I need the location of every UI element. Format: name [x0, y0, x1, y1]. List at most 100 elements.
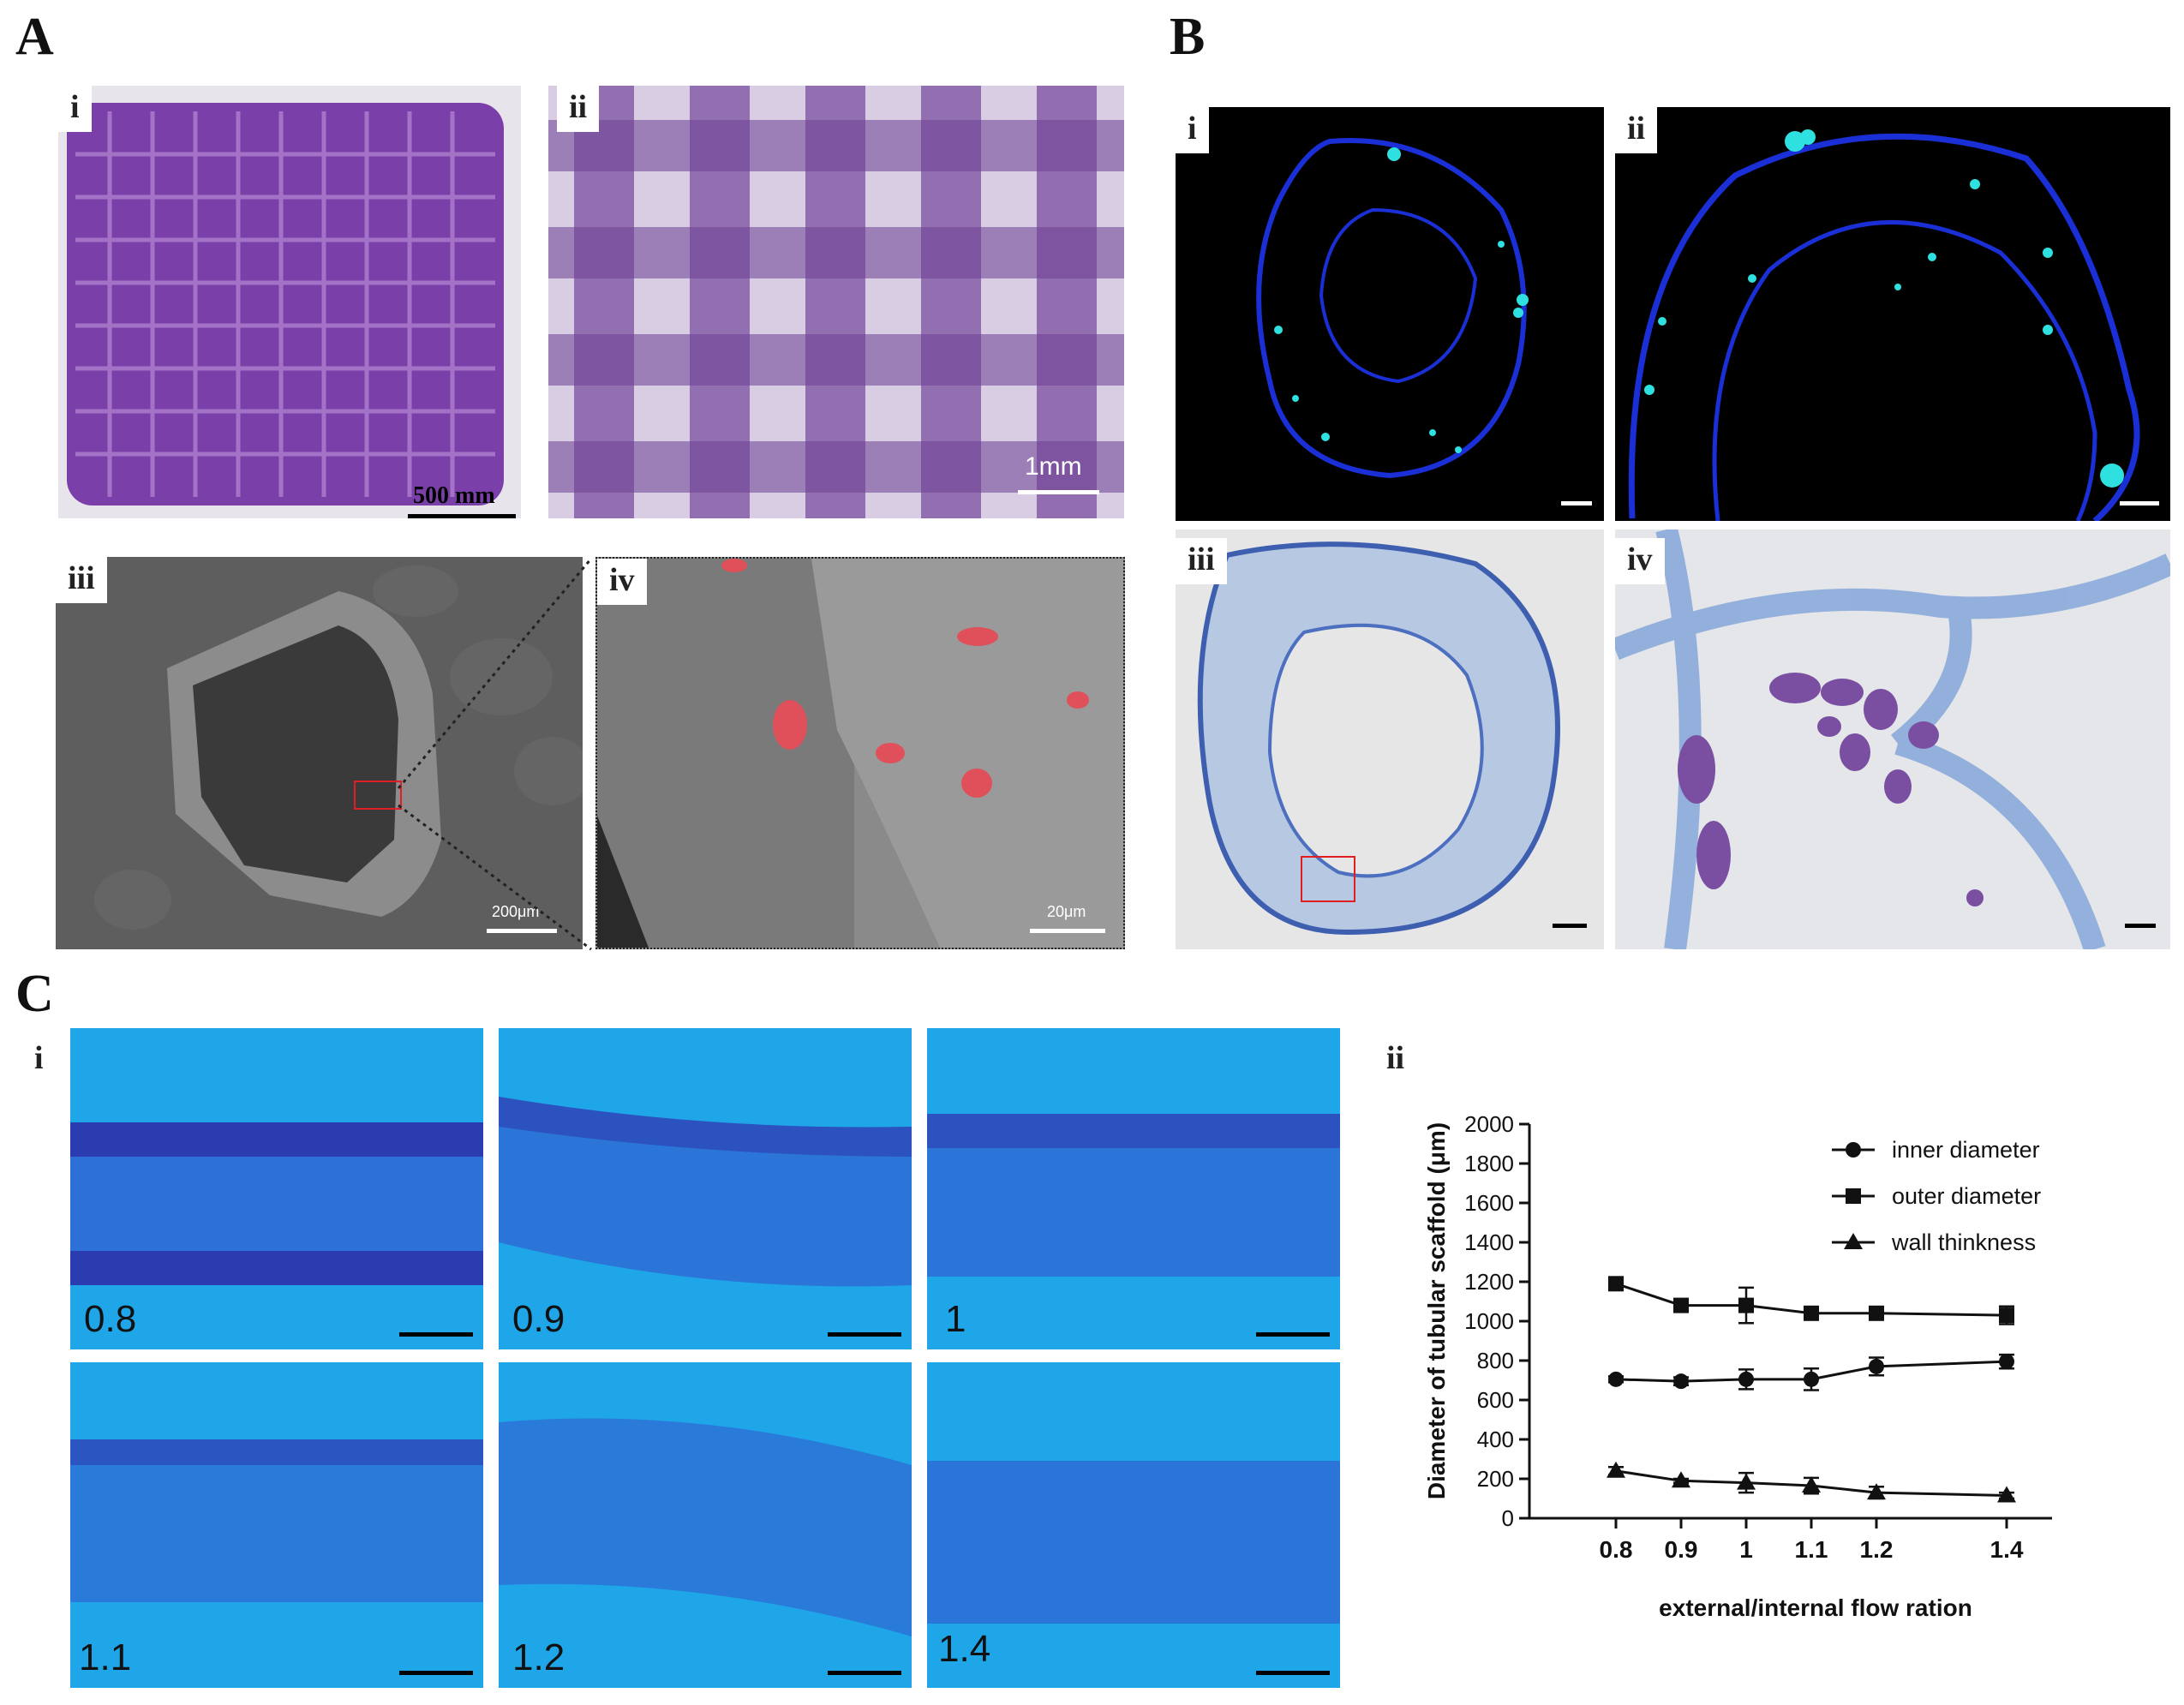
tube-photo-ratio-1 [70, 1028, 483, 1349]
tube-photo-ratio-4 [70, 1362, 483, 1688]
scale-bar-c [1256, 1332, 1330, 1337]
zoom-connector-lines [397, 558, 593, 951]
scale-label-a-i: 500 mm [413, 482, 495, 509]
series-line [1615, 1360, 2007, 1383]
y-tick-label: 1400 [1464, 1229, 1514, 1255]
scale-bar-a-iii [487, 929, 557, 933]
tube-photo-ratio-5 [499, 1362, 912, 1688]
series-wall-thinkness [1607, 1461, 2016, 1503]
fluorescence-photo-high [1615, 107, 2170, 521]
data-point [1999, 1307, 2014, 1324]
scale-bar-b-ii [2120, 501, 2159, 506]
panel-letter-a: A [15, 8, 54, 66]
subpanel-label-a-i: i [58, 86, 92, 132]
data-point [1673, 1297, 1689, 1313]
grid-magnified-photo [548, 86, 1124, 518]
data-point [1869, 1358, 1884, 1374]
scale-bar-a-ii [1018, 490, 1099, 494]
y-tick-label: 0 [1502, 1505, 1514, 1531]
scale-label-a-ii: 1mm [1025, 452, 1082, 481]
scaffold-photo [58, 86, 521, 518]
y-tick-label: 1200 [1464, 1269, 1514, 1295]
data-point [1997, 1486, 2016, 1503]
sem-tube-graphic [94, 565, 583, 930]
x-axis-title: external/internal flow ration [1659, 1594, 1972, 1621]
zoom-region-box [1301, 856, 1355, 902]
data-point [1737, 1473, 1756, 1490]
scale-bar-c [828, 1671, 901, 1675]
stained-section-photo [1176, 529, 1604, 949]
stained-zoom-graphic [1615, 529, 2170, 949]
tube-graphic [927, 1114, 1340, 1277]
sem-zoom-graphic [597, 559, 1123, 948]
subpanel-label-a-iv: iv [597, 559, 647, 605]
scale-bar-c [399, 1332, 473, 1337]
legend-label: outer diameter [1892, 1183, 2041, 1209]
data-point [1804, 1305, 1819, 1321]
data-point [1672, 1471, 1690, 1488]
flow-ratio-label: 1.1 [79, 1636, 132, 1678]
flow-ratio-label: 1 [945, 1298, 966, 1340]
stained-zoom-photo [1615, 529, 2170, 949]
y-tick-label: 200 [1477, 1466, 1514, 1492]
data-point [1804, 1371, 1819, 1387]
data-point [1999, 1354, 2014, 1370]
subpanel-label-b-i: i [1176, 107, 1209, 153]
fluorescence-photo-low [1176, 107, 1604, 521]
sem-tube-photo [56, 557, 583, 949]
subpanel-label-c-ii: ii [1386, 1040, 1405, 1076]
subpanel-label-b-ii: ii [1615, 107, 1658, 153]
fluorescence-arc-graphic [1628, 129, 2140, 521]
zoom-region-box [354, 781, 402, 810]
y-axis-title: Diameter of tubular scaffold (μm) [1423, 1122, 1450, 1499]
tube-photo-ratio-3 [927, 1028, 1340, 1349]
panel-letter-b: B [1170, 8, 1206, 66]
y-tick-label: 800 [1477, 1348, 1514, 1373]
series-line [1615, 1469, 2007, 1498]
grid-magnified-graphic [548, 86, 1124, 518]
red-cell [773, 700, 807, 750]
data-point [1738, 1297, 1754, 1313]
scale-bar-b-i [1561, 501, 1592, 506]
y-axis: 0 200 400 600 800 1000 1200 1400 1600 1800 2000 [1464, 1111, 1531, 1531]
stained-ring-graphic [1197, 541, 1560, 936]
plot-area [1607, 1276, 2016, 1503]
legend-marker [1846, 1188, 1861, 1204]
scale-label-a-iii: 200μm [492, 903, 540, 920]
subpanel-label-b-iii: iii [1176, 538, 1227, 584]
x-tick-label: 1 [1739, 1536, 1753, 1563]
tube-photo-ratio-2 [499, 1028, 912, 1349]
subpanel-label-a-iii: iii [56, 557, 107, 603]
tube-graphic [70, 1122, 483, 1285]
data-point [1802, 1476, 1821, 1493]
x-axis: 0.8 0.9 1 1.1 1.2 1.4 [1529, 1517, 2052, 1563]
flow-ratio-label: 1.4 [938, 1628, 991, 1670]
tube-graphic [70, 1439, 483, 1602]
tube-graphic [927, 1461, 1340, 1624]
scale-bar-c [828, 1332, 901, 1337]
scale-bar-c [1256, 1671, 1330, 1675]
data-point [1867, 1483, 1886, 1500]
y-tick-label: 1600 [1464, 1190, 1514, 1216]
scale-bar-a-iv [1030, 929, 1105, 933]
panel-letter-c: C [15, 965, 54, 1023]
y-tick-label: 2000 [1464, 1111, 1514, 1137]
x-tick-label: 1.2 [1860, 1536, 1894, 1563]
chart-legend: inner diameter outer diameter wall thinkne… [1832, 1137, 2041, 1255]
data-point [1673, 1373, 1689, 1390]
tube-graphic [499, 1097, 912, 1287]
x-tick-label: 1.1 [1795, 1536, 1828, 1563]
subpanel-label-c-i: i [34, 1040, 44, 1076]
subpanel-label-a-ii: ii [557, 86, 600, 132]
scale-bar-b-iv [2125, 924, 2156, 928]
scale-bar-c [399, 1671, 473, 1675]
legend-marker [1844, 1233, 1863, 1249]
y-tick-label: 600 [1477, 1387, 1514, 1413]
diameter-chart: 0 200 400 600 800 1000 1200 1400 1600 1800 2000 0.… [1423, 1111, 2052, 1621]
series-line [1615, 1282, 2007, 1317]
scale-bar-a-i [408, 514, 516, 518]
data-point [1608, 1276, 1624, 1292]
legend-label: inner diameter [1892, 1137, 2040, 1163]
data-point [1607, 1461, 1625, 1478]
red-cell [957, 627, 998, 646]
